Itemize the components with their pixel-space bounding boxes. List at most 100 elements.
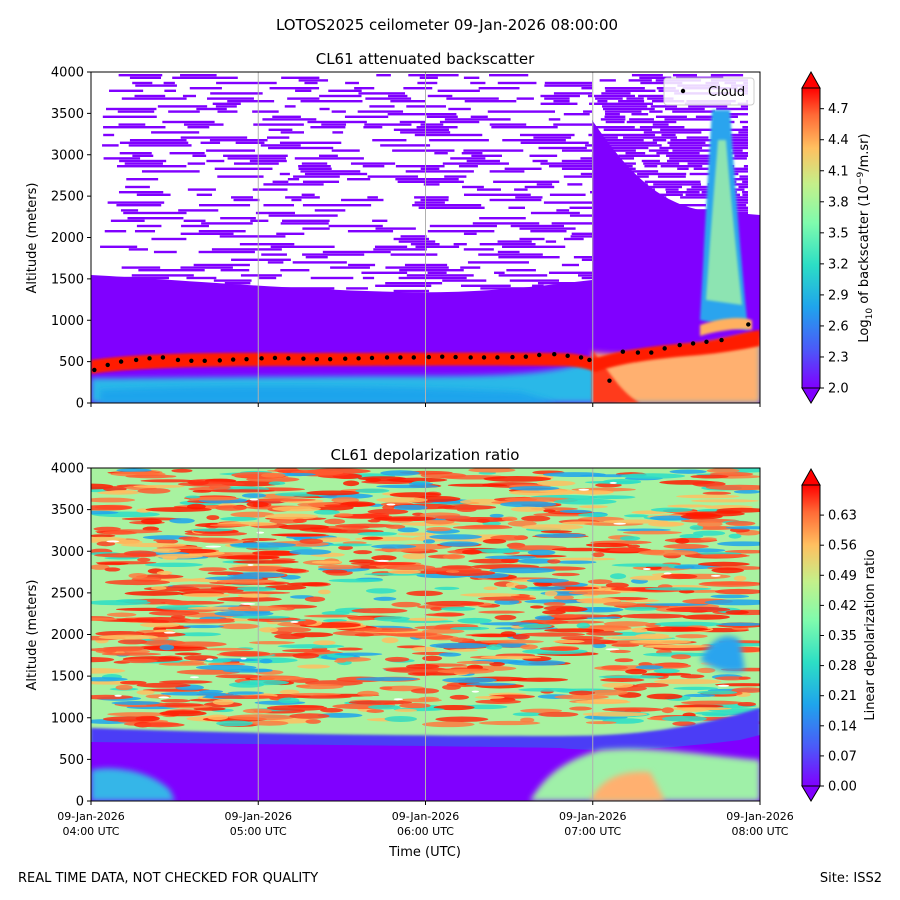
colorbar-backscatter-tick-label: 2.6 xyxy=(828,319,849,334)
cloud-base-point xyxy=(189,358,194,363)
panel1-heatmap xyxy=(91,72,760,403)
panel1-ytick-label: 1000 xyxy=(51,314,84,329)
panel2-ytick-label: 2000 xyxy=(51,628,84,643)
colorbar-depolarization-label: Linear depolarization ratio xyxy=(863,549,878,720)
cloud-base-point xyxy=(286,356,291,361)
xtick-time-label: 04:00 UTC xyxy=(62,825,119,838)
cloud-base-point xyxy=(587,357,592,363)
panel1-y-axis: 0 500 1000 1500 2000 2500 3000 3500 4000 xyxy=(51,66,91,412)
cloud-base-point xyxy=(327,356,333,362)
colorbar-backscatter-tick-label: 4.4 xyxy=(828,133,849,148)
colorbar-depolarization-tick-label: 0.14 xyxy=(828,719,857,734)
cloud-base-point xyxy=(719,337,724,343)
xtick-time-label: 06:00 UTC xyxy=(397,825,454,838)
panel2-ytick-label: 3000 xyxy=(51,545,84,560)
cloud-base-point xyxy=(259,356,264,361)
cloud-base-point xyxy=(356,356,361,361)
xtick-date-label: 09-Jan-2026 xyxy=(57,810,125,823)
cloud-base-point xyxy=(343,356,348,361)
colorbar-depolarization: 0.00 0.07 0.14 0.21 0.28 0.35 0.42 0.49 0.56 0.63… xyxy=(801,467,878,802)
panel2-ylabel: Altitude (meters) xyxy=(25,580,40,691)
legend: Cloud xyxy=(663,77,755,106)
legend-cloud-label: Cloud xyxy=(708,85,745,100)
cloud-base-point xyxy=(481,355,487,360)
cloud-base-point xyxy=(202,358,207,363)
panel1-ytick-label: 0 xyxy=(76,397,84,412)
colorbar-depolarization-tick-label: 0.28 xyxy=(828,659,857,674)
colorbar-depolarization-tick-label: 0.07 xyxy=(828,749,857,764)
xtick-date-label: 09-Jan-2026 xyxy=(726,810,794,823)
cloud-base-point xyxy=(175,357,181,363)
cloud-base-point xyxy=(272,355,278,361)
panel2-heatmap xyxy=(91,468,760,801)
cloud-base-point xyxy=(105,362,110,368)
panel1-ytick-label: 1500 xyxy=(51,272,84,287)
panel1-ytick-label: 500 xyxy=(59,355,84,370)
colorbar-backscatter: 2.0 2.3 2.6 2.9 3.2 3.5 3.8 4.1 4.4 4.7 Log10 of … xyxy=(801,70,875,404)
cloud-base-point xyxy=(453,354,458,360)
colorbar-backscatter-tick-label: 4.7 xyxy=(828,102,849,117)
panel2-title: CL61 depolarization ratio xyxy=(331,446,520,464)
cloud-base-point xyxy=(160,355,166,360)
xtick-date-label: 09-Jan-2026 xyxy=(225,810,293,823)
cloud-base-point xyxy=(690,341,696,346)
xtick-time-label: 05:00 UTC xyxy=(230,825,287,838)
cloud-base-point xyxy=(607,378,612,383)
panel1-ytick-label: 3000 xyxy=(51,148,84,163)
cloud-base-point xyxy=(244,356,249,362)
panel1-ytick-label: 2000 xyxy=(51,231,84,246)
cloud-base-point xyxy=(147,356,152,361)
colorbar-depolarization-tick-label: 0.63 xyxy=(828,509,857,524)
cloud-base-point xyxy=(398,355,403,360)
panel2-ytick-label: 0 xyxy=(76,795,84,810)
cloud-base-point xyxy=(704,339,709,344)
cloud-base-point xyxy=(495,355,500,360)
cloud-base-point xyxy=(523,354,529,359)
panel2-xlabel: Time (UTC) xyxy=(388,845,461,860)
panel2-ytick-label: 1500 xyxy=(51,670,84,685)
cloud-base-point xyxy=(384,355,390,360)
cloud-base-point xyxy=(217,358,222,363)
footer-site: Site: ISS2 xyxy=(820,871,882,886)
panel1-ytick-label: 4000 xyxy=(51,66,84,81)
panel1-ytick-label: 2500 xyxy=(51,190,84,205)
colorbar-depolarization-tick-label: 0.00 xyxy=(828,780,857,795)
panel2-y-axis: 0 500 1000 1500 2000 2500 3000 3500 4000 xyxy=(51,462,91,810)
panel2-x-axis: 09-Jan-2026 04:00 UTC 09-Jan-2026 05:00 UTC… xyxy=(57,801,794,838)
panel1-ylabel: Altitude (meters) xyxy=(25,183,40,294)
colorbar-backscatter-tick-label: 2.3 xyxy=(828,350,849,365)
cloud-base-point xyxy=(649,350,654,355)
panel2-ytick-label: 2500 xyxy=(51,586,84,601)
cloud-base-point xyxy=(620,349,626,354)
cloud-base-point xyxy=(565,353,570,359)
colorbar-backscatter-tick-label: 3.2 xyxy=(828,257,849,272)
cloud-base-point xyxy=(440,354,445,359)
colorbar-backscatter-tick-label: 3.8 xyxy=(828,195,849,210)
cloud-base-point xyxy=(314,356,319,362)
footer-disclaimer: REAL TIME DATA, NOT CHECKED FOR QUALITY xyxy=(18,871,318,886)
cloud-base-point xyxy=(662,346,667,351)
colorbar-backscatter-tick-label: 3.5 xyxy=(828,226,849,241)
panel2-ytick-label: 500 xyxy=(59,753,84,768)
colorbar-backscatter-tick-label: 2.0 xyxy=(828,382,849,397)
panel2-ytick-label: 4000 xyxy=(51,462,84,477)
colorbar-depolarization-tick-label: 0.21 xyxy=(828,689,857,704)
cloud-base-point xyxy=(677,342,682,348)
cloud-base-point xyxy=(468,355,473,360)
cloud-base-point xyxy=(552,351,557,357)
cloud-base-point xyxy=(369,355,375,361)
cloud-base-point xyxy=(133,357,139,363)
cloud-base-point xyxy=(746,322,751,327)
panel1-ytick-label: 3500 xyxy=(51,107,84,122)
cloud-base-point xyxy=(510,354,515,360)
colorbar-backscatter-label: Log10 of backscatter (10−9/m.sr) xyxy=(856,133,875,342)
figure-suptitle: LOTOS2025 ceilometer 09-Jan-2026 08:00:0… xyxy=(276,16,618,34)
panel1-x-ticks xyxy=(90,403,761,407)
xtick-time-label: 07:00 UTC xyxy=(564,825,621,838)
xtick-time-label: 08:00 UTC xyxy=(731,825,788,838)
cloud-base-point xyxy=(230,357,236,362)
colorbar-depolarization-tick-label: 0.56 xyxy=(828,539,857,554)
cloud-base-point xyxy=(92,367,97,373)
cloud-base-point xyxy=(537,352,542,358)
